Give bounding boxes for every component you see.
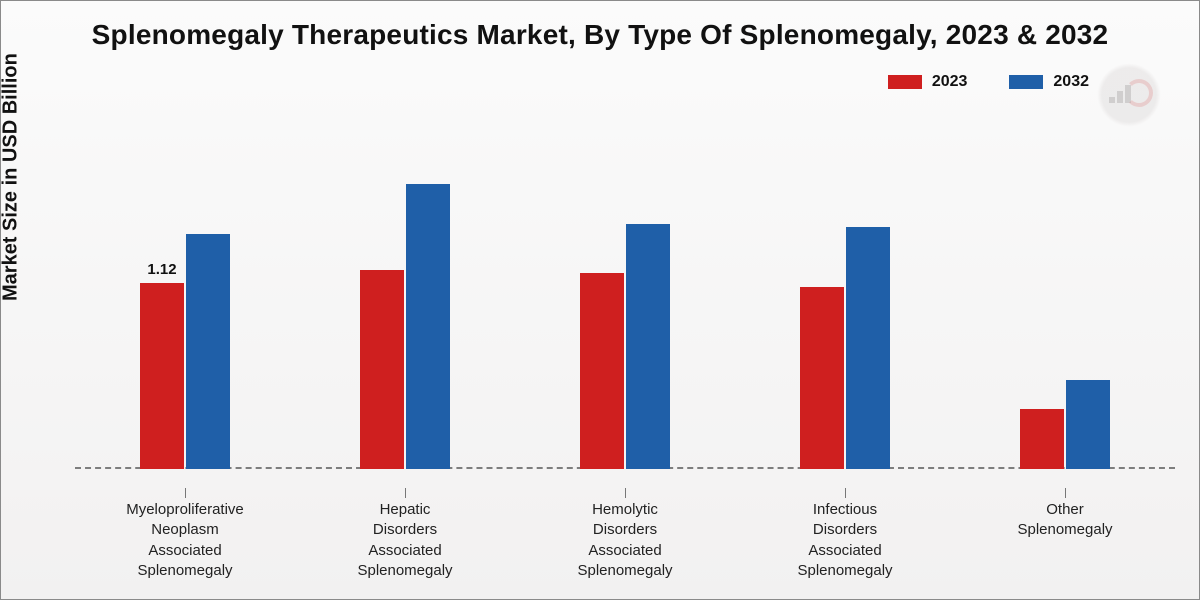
legend-item-2023: 2023 — [888, 73, 968, 91]
bar-2032 — [626, 224, 670, 469]
legend-item-2032: 2032 — [1009, 73, 1089, 91]
chart-title: Splenomegaly Therapeutics Market, By Typ… — [1, 19, 1199, 51]
x-tick — [845, 488, 846, 498]
bar-groups: 1.12 — [75, 121, 1175, 469]
bar-group — [295, 121, 515, 469]
chart-frame: Splenomegaly Therapeutics Market, By Typ… — [0, 0, 1200, 600]
x-axis-label: OtherSplenomegaly — [955, 500, 1175, 581]
legend-swatch-2032 — [1009, 75, 1043, 89]
x-axis-label: HepaticDisordersAssociatedSplenomegaly — [295, 500, 515, 581]
bar-2023 — [1020, 409, 1064, 469]
legend-swatch-2023 — [888, 75, 922, 89]
x-axis-labels: MyeloproliferativeNeoplasmAssociatedSple… — [75, 500, 1175, 581]
x-axis-label: HemolyticDisordersAssociatedSplenomegaly — [515, 500, 735, 581]
bar-value-label: 1.12 — [147, 261, 176, 278]
watermark-icon — [1097, 63, 1161, 127]
bar-2032 — [1066, 380, 1110, 469]
bar-2032 — [186, 234, 230, 469]
legend-label-2023: 2023 — [932, 73, 968, 91]
bar-2032 — [406, 184, 450, 469]
x-tick — [1065, 488, 1066, 498]
bar-group — [955, 121, 1175, 469]
bar-2023 — [360, 270, 404, 469]
bar-2023 — [580, 273, 624, 469]
plot-area: 1.12 — [75, 121, 1175, 469]
legend: 2023 2032 — [888, 73, 1089, 91]
bar-group — [515, 121, 735, 469]
bar-2023: 1.12 — [140, 283, 184, 469]
x-axis-label: InfectiousDisordersAssociatedSplenomegal… — [735, 500, 955, 581]
legend-label-2032: 2032 — [1053, 73, 1089, 91]
bar-group — [735, 121, 955, 469]
x-tick — [405, 488, 406, 498]
x-axis-label: MyeloproliferativeNeoplasmAssociatedSple… — [75, 500, 295, 581]
y-axis-label: Market Size in USD Billion — [0, 53, 23, 301]
bar-2032 — [846, 227, 890, 469]
bar-group: 1.12 — [75, 121, 295, 469]
bar-2023 — [800, 287, 844, 469]
x-tick — [185, 488, 186, 498]
x-tick — [625, 488, 626, 498]
